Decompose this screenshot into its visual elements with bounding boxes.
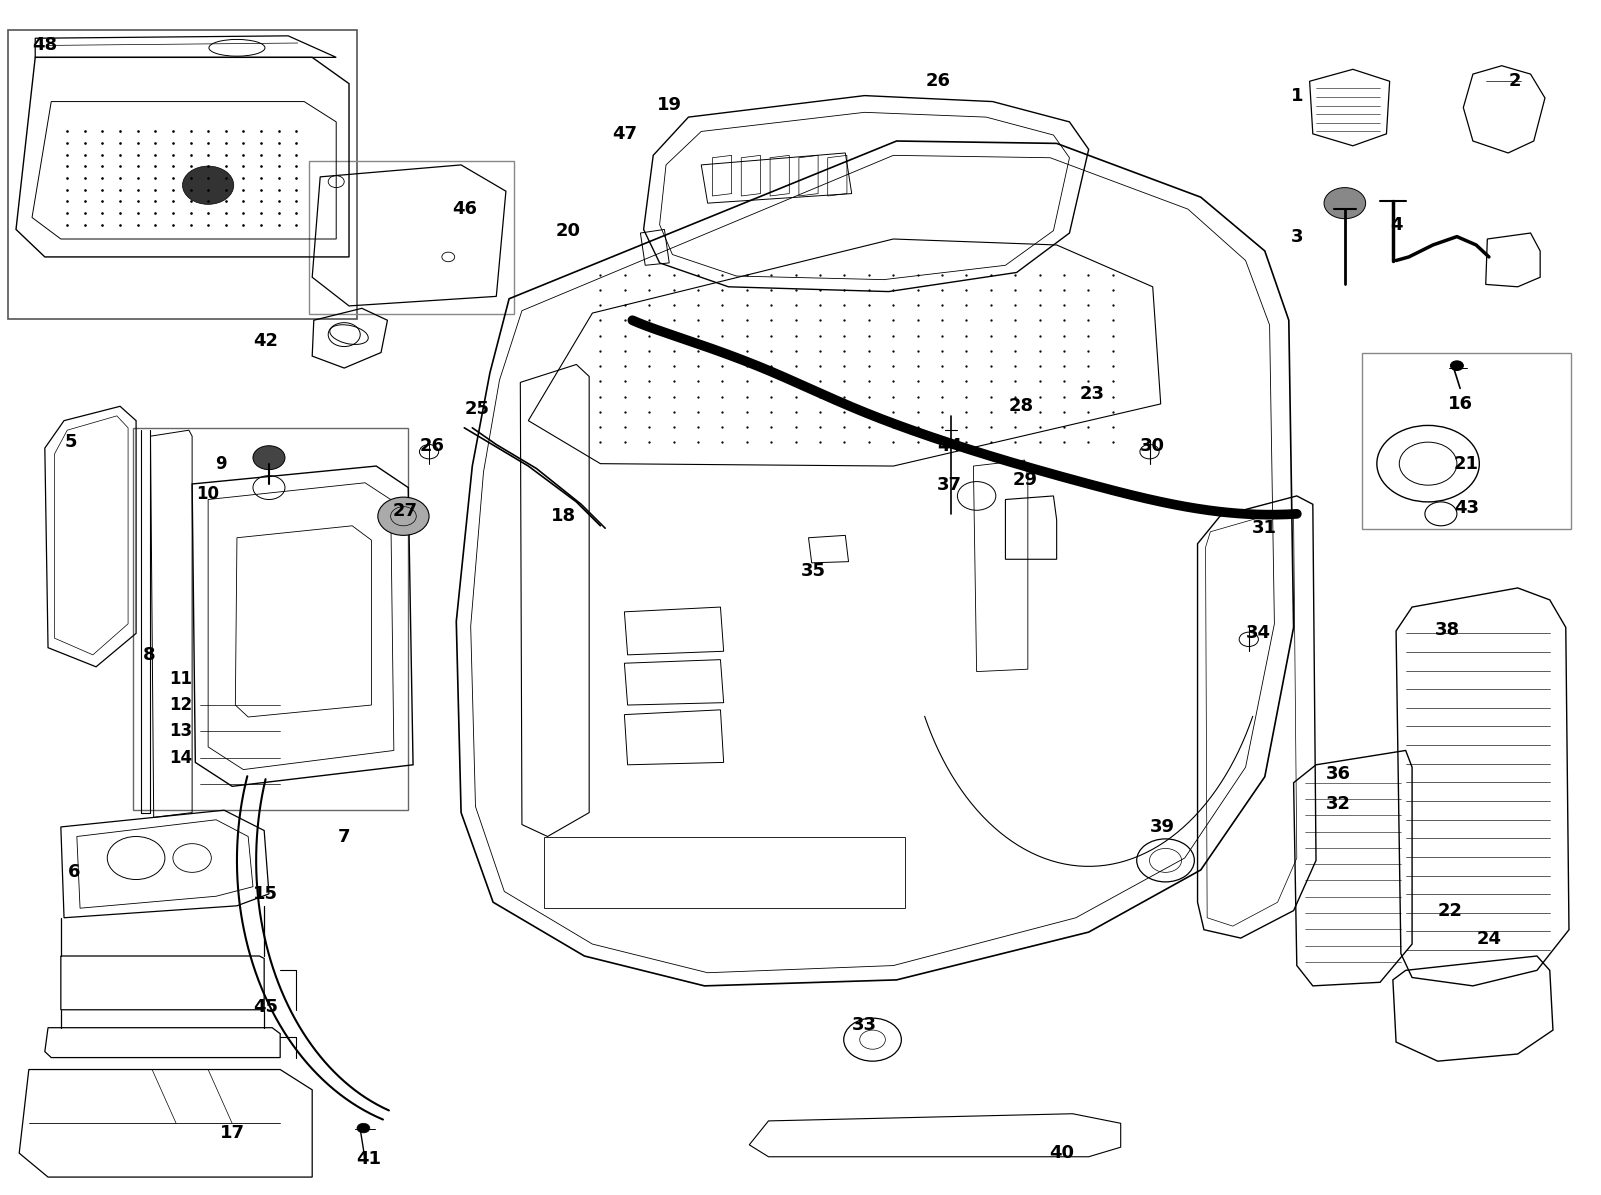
- Text: 5: 5: [64, 433, 77, 452]
- Text: 30: 30: [1140, 436, 1166, 455]
- Text: 16: 16: [1447, 394, 1473, 413]
- Text: 20: 20: [556, 221, 581, 240]
- Text: 26: 26: [925, 72, 951, 91]
- Text: 29: 29: [1012, 471, 1037, 490]
- Bar: [1362, 353, 1571, 529]
- Circle shape: [183, 166, 234, 204]
- Text: 21: 21: [1454, 454, 1479, 473]
- Text: 31: 31: [1252, 519, 1278, 538]
- Text: 11: 11: [170, 669, 192, 688]
- Text: 7: 7: [338, 827, 351, 846]
- Text: 27: 27: [392, 502, 418, 521]
- Text: 15: 15: [253, 884, 279, 903]
- Text: 44: 44: [937, 436, 962, 455]
- Text: 41: 41: [355, 1150, 381, 1169]
- Text: 47: 47: [612, 124, 637, 143]
- Text: 17: 17: [219, 1123, 245, 1142]
- Bar: [8, 30, 357, 319]
- Text: 6: 6: [67, 863, 80, 882]
- Circle shape: [357, 1123, 370, 1133]
- Text: 38: 38: [1434, 620, 1460, 639]
- Text: 34: 34: [1246, 624, 1271, 643]
- Text: 32: 32: [1326, 795, 1351, 814]
- Text: 35: 35: [800, 562, 826, 581]
- Text: 12: 12: [170, 695, 192, 715]
- Text: 2: 2: [1508, 72, 1521, 91]
- Text: 24: 24: [1476, 930, 1502, 949]
- Text: 40: 40: [1049, 1144, 1074, 1163]
- Text: 9: 9: [215, 454, 227, 473]
- Text: 14: 14: [170, 748, 192, 767]
- Text: 37: 37: [937, 476, 962, 495]
- Text: 3: 3: [1290, 227, 1303, 246]
- Circle shape: [1324, 188, 1366, 219]
- Text: 18: 18: [551, 507, 576, 526]
- Text: 23: 23: [1079, 385, 1105, 404]
- Text: 45: 45: [253, 998, 279, 1017]
- Text: 19: 19: [656, 96, 682, 115]
- Circle shape: [378, 497, 429, 535]
- Text: 4: 4: [1390, 215, 1402, 234]
- Text: 43: 43: [1454, 498, 1479, 517]
- Text: 28: 28: [1009, 397, 1034, 416]
- Text: 36: 36: [1326, 765, 1351, 784]
- Text: 10: 10: [197, 484, 219, 503]
- Text: 13: 13: [170, 722, 192, 741]
- Circle shape: [1451, 361, 1463, 370]
- Text: 33: 33: [852, 1016, 877, 1035]
- Text: 39: 39: [1150, 817, 1175, 836]
- Text: 26: 26: [419, 436, 445, 455]
- Text: 46: 46: [451, 200, 477, 219]
- Bar: [133, 428, 408, 810]
- Text: 8: 8: [142, 645, 155, 664]
- Text: 25: 25: [464, 399, 490, 418]
- Text: 22: 22: [1438, 901, 1463, 920]
- Circle shape: [253, 446, 285, 470]
- Text: 1: 1: [1290, 86, 1303, 105]
- Bar: [309, 161, 514, 314]
- Text: 42: 42: [253, 331, 279, 350]
- Text: 48: 48: [32, 36, 58, 55]
